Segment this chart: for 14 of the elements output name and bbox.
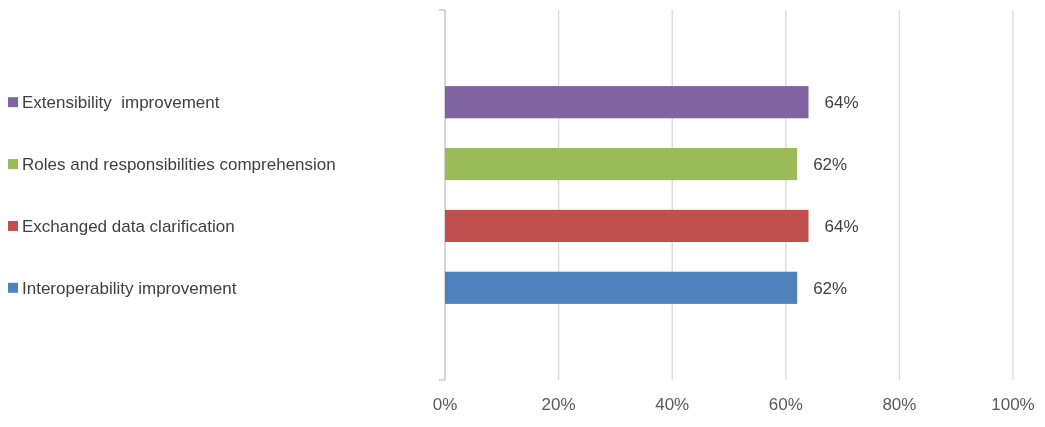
y-tick-label: Interoperability improvement [22, 278, 237, 298]
data-label: 64% [824, 93, 859, 113]
data-label: 62% [813, 155, 848, 175]
x-tick-label: 0% [432, 395, 458, 414]
x-tick-label: 80% [882, 395, 917, 414]
data-label: 64% [824, 216, 859, 236]
data-label: 62% [813, 278, 848, 298]
x-tick-label: 60% [768, 395, 803, 414]
x-tick-label: 40% [655, 395, 690, 414]
x-tick-label: 100% [991, 395, 1035, 414]
y-tick-label: Exchanged data clarification [22, 216, 235, 236]
y-tick-label: Extensibility improvement [22, 93, 220, 113]
y-tick-label: Roles and responsibilities comprehension [22, 155, 336, 175]
x-tick-label: 20% [541, 395, 576, 414]
